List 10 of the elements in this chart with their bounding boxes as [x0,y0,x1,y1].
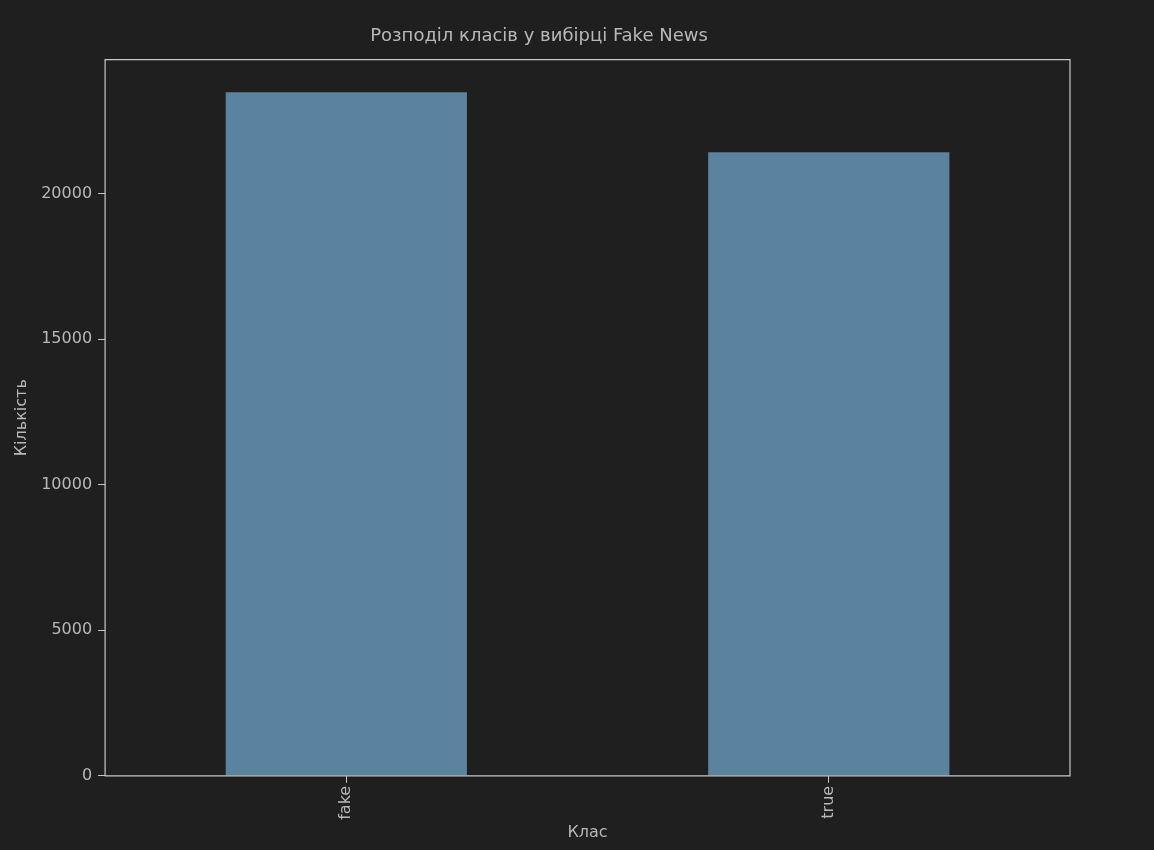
y-tick-label: 15000 [41,328,93,348]
y-tick-label: 10000 [41,473,93,493]
y-axis-title: Кількість [10,379,30,457]
x-tick-label: fake [335,785,355,820]
x-tick-label: true [817,785,837,819]
x-axis-title: Клас [567,821,608,841]
y-tick-label: 5000 [51,619,93,639]
y-tick-label: 20000 [41,182,93,202]
y-tick-label: 0 [81,764,93,784]
chart-title: Розподіл класів у вибірці Fake News [370,24,708,46]
